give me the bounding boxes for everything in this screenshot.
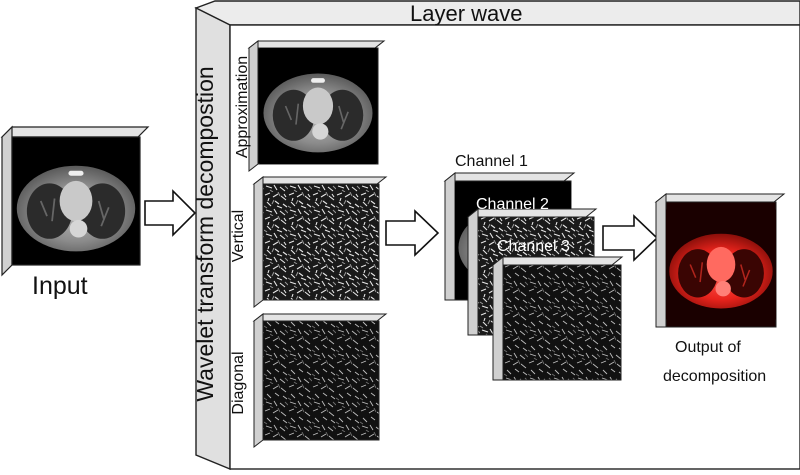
- diagonal-image: [262, 320, 380, 441]
- arrow-to-output: [602, 214, 659, 262]
- diagonal-block: [252, 312, 388, 449]
- input-label: Input: [32, 272, 88, 300]
- layer-wave-title: Layer wave: [410, 1, 523, 26]
- output-label-line-1: Output of: [675, 339, 741, 356]
- channel-3-image: [502, 264, 622, 381]
- approximation-block: [247, 39, 386, 173]
- output-label-line-2: decomposition: [663, 368, 767, 385]
- output-image: [666, 208, 776, 321]
- channel-2-label: Channel 2: [476, 196, 549, 213]
- output-block: [654, 192, 786, 328]
- arrow-to-channels: [385, 209, 440, 257]
- arrow-input-to-layer: [144, 189, 197, 237]
- vertical-image: [262, 183, 380, 301]
- approximation-image: [259, 48, 377, 164]
- channel-3-label: Channel 3: [497, 238, 570, 255]
- input-image-block: [0, 125, 150, 277]
- vertical-block: [252, 175, 388, 309]
- subband-label-approximation: Approximation: [234, 55, 251, 159]
- wavelet-side-label: Wavelet transform decompostion: [192, 66, 218, 402]
- channel-1-label: Channel 1: [455, 153, 528, 170]
- input-ct-image: [13, 138, 139, 264]
- channel-3-block: [491, 255, 624, 381]
- subband-label-diagonal: Diagonal: [230, 351, 247, 415]
- subband-label-vertical: Vertical: [230, 209, 247, 263]
